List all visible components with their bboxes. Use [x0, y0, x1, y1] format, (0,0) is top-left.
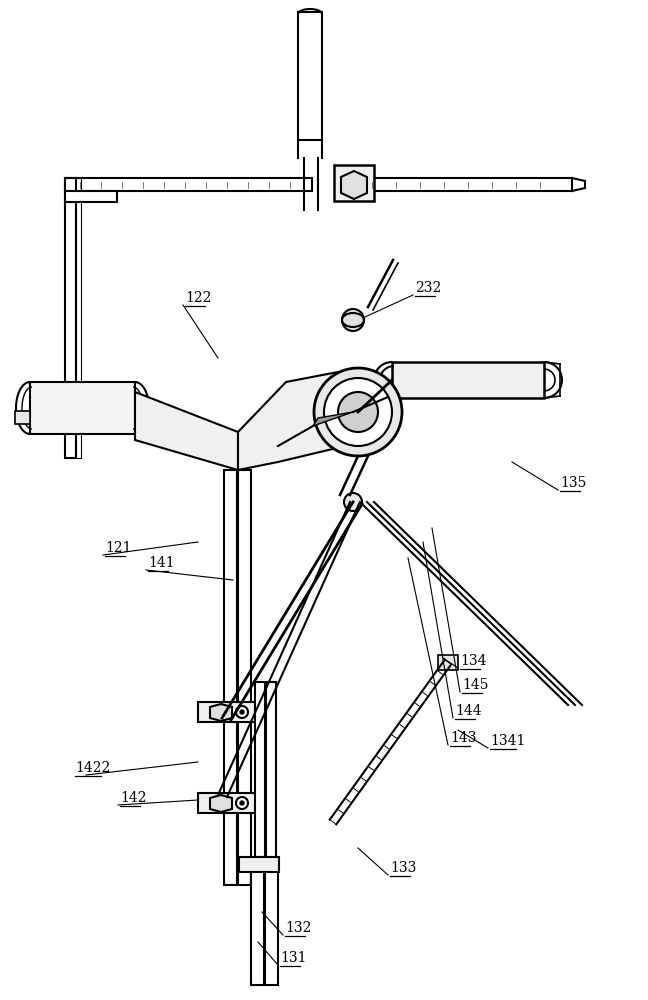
Text: 131: 131 [280, 951, 307, 965]
Bar [238, 470, 251, 885]
Text: 143: 143 [450, 731, 476, 745]
Text: 1422: 1422 [75, 761, 110, 775]
Bar [265, 857, 278, 985]
Text: 142: 142 [120, 791, 146, 805]
Bar [15, 411, 30, 424]
Bar [198, 702, 260, 722]
Text: 135: 135 [560, 476, 586, 490]
Bar [224, 470, 237, 885]
Bar [251, 857, 264, 985]
Bar [438, 655, 458, 670]
Circle shape [240, 801, 244, 805]
Polygon shape [210, 704, 232, 721]
Circle shape [342, 309, 364, 331]
Polygon shape [238, 372, 362, 470]
Bar [255, 682, 265, 902]
Bar [65, 191, 117, 202]
Circle shape [324, 378, 392, 446]
Bar [334, 165, 374, 201]
Text: 145: 145 [462, 678, 489, 692]
Bar [30, 382, 135, 434]
Bar [65, 178, 76, 458]
Circle shape [338, 392, 378, 432]
Text: 122: 122 [185, 291, 211, 305]
Bar [76, 178, 81, 458]
Circle shape [236, 797, 248, 809]
Circle shape [240, 710, 244, 714]
Polygon shape [135, 392, 238, 470]
Polygon shape [210, 795, 232, 812]
Circle shape [344, 493, 362, 511]
Bar [198, 793, 260, 813]
Text: 133: 133 [390, 861, 417, 875]
Text: 134: 134 [460, 654, 487, 668]
Text: 132: 132 [285, 921, 312, 935]
Text: 232: 232 [415, 281, 441, 295]
Bar [239, 857, 279, 872]
Polygon shape [341, 171, 367, 199]
Text: 144: 144 [455, 704, 481, 718]
Bar [298, 12, 322, 140]
Bar [65, 178, 312, 191]
Circle shape [236, 706, 248, 718]
Polygon shape [313, 412, 353, 426]
Text: 141: 141 [148, 556, 174, 570]
Circle shape [314, 368, 402, 456]
Bar [392, 362, 544, 398]
Bar [357, 178, 572, 191]
Text: 1341: 1341 [490, 734, 526, 748]
Bar [266, 682, 276, 902]
Text: 121: 121 [105, 541, 132, 555]
